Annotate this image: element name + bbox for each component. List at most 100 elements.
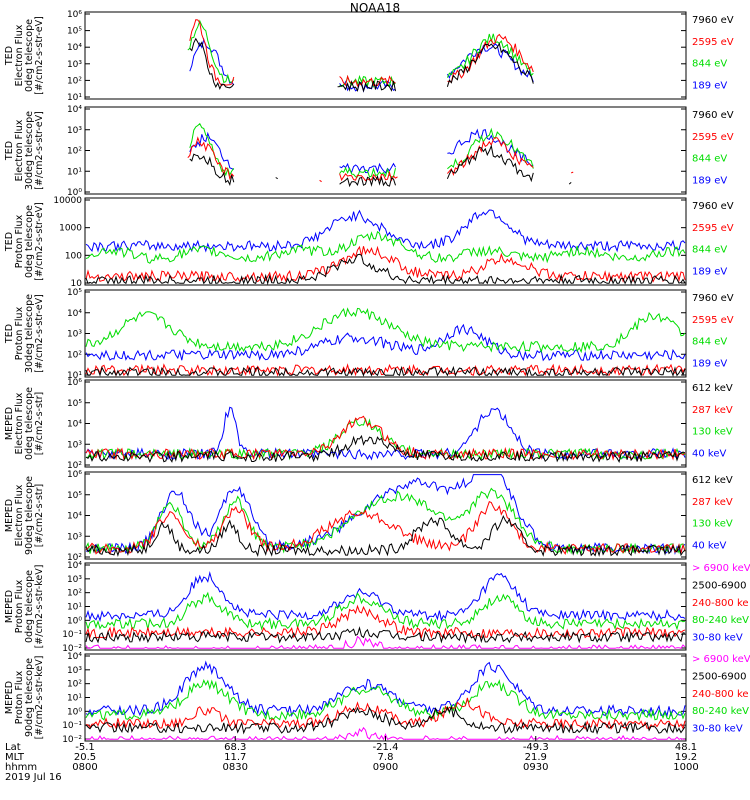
legend-entry: 2500-6900 (692, 671, 747, 682)
legend-entry: 7960 eV (692, 293, 734, 304)
legend-entry: 7960 eV (692, 201, 734, 212)
y-tick-label: 10³ (67, 330, 82, 340)
panel-7: 10⁻² 10⁻¹ 10⁰ 10¹ 10² 10³ 10⁴ MEPED Proton Flux 0… (4, 561, 750, 654)
x-tick-label: 19.2 (675, 752, 697, 763)
legend-entry: 2595 eV (692, 132, 734, 143)
series-trace (85, 705, 686, 735)
y-axis-label-line: Electron Flux (14, 24, 25, 86)
series-trace (85, 245, 686, 284)
y-axis-label-line: TED (4, 232, 15, 252)
y-tick-label: 10⁵ (67, 399, 82, 409)
legend-entry: 189 eV (692, 358, 727, 369)
panel-6: 10² 10³ 10⁴ 10⁵ 10⁶ MEPED Electron Flux 90deg t… (4, 470, 733, 563)
y-axis-label-line: [#/cm2-s-str-eV] (34, 16, 45, 95)
y-axis-label-line: [#/cm2-s-str-eV] (34, 294, 45, 373)
legend-entry: > 6900 keV (692, 563, 750, 574)
series-trace (85, 434, 686, 464)
series-trace (190, 40, 685, 91)
y-tick-label: 100 (65, 251, 82, 261)
y-axis-label-line: Proton Flux (14, 579, 25, 633)
y-tick-label: 10² (67, 553, 82, 563)
y-axis-label-line: TED (4, 324, 15, 344)
y-tick-label: 10⁴ (67, 652, 82, 662)
y-axis-label-line: MEPED (4, 681, 15, 714)
y-tick-label: 10³ (67, 532, 82, 542)
y-tick-label: 10⁰ (67, 616, 82, 626)
y-tick-label: 1000 (59, 224, 82, 234)
panel-8: 10⁻² 10⁻¹ 10⁰ 10¹ 10² 10³ 10⁴ MEPED Proton Flux 9… (4, 652, 750, 745)
y-tick-label: 10¹ (67, 93, 82, 103)
x-row-name: Lat (5, 742, 21, 753)
series-trace (188, 21, 635, 87)
y-tick-label: 10³ (67, 575, 82, 585)
series-trace (190, 124, 593, 177)
x-tick-label: 68.3 (224, 742, 246, 753)
panel-5: 10² 10³ 10⁴ 10⁵ 10⁶ MEPED Electron Flux 0deg te… (4, 378, 733, 471)
legend-entry: 612 keV (692, 383, 733, 394)
legend-entry: 2500-6900 (692, 580, 747, 591)
x-tick-label: 0800 (72, 762, 97, 773)
panel-frame (84, 289, 687, 378)
legend-entry: 844 eV (692, 154, 727, 165)
y-tick-label: 10⁵ (67, 27, 82, 37)
legend-entry: 189 eV (692, 175, 727, 186)
y-tick-label: 10⁰ (67, 707, 82, 717)
y-tick-label: 10⁶ (67, 470, 82, 480)
y-axis-label-line: MEPED (4, 590, 15, 623)
y-axis-label-line: [#/cm2-s-str-eV] (34, 202, 45, 281)
series-trace (85, 514, 686, 558)
legend-entry: 844 eV (692, 245, 727, 256)
panel-1: 10¹ 10² 10³ 10⁴ 10⁵ 10⁶ TED Electron Flux 0deg t… (4, 10, 734, 103)
y-tick-label: 10¹ (67, 603, 82, 613)
x-tick-label: 11.7 (224, 752, 246, 763)
panel-4: 10¹ 10² 10³ 10⁴ 10⁵ TED Proton Flux 30deg teles… (4, 288, 734, 381)
y-tick-label: 10⁻² (62, 735, 82, 745)
x-tick-label: 0930 (523, 762, 548, 773)
y-axis-label-line: 30deg telescope (24, 111, 35, 190)
series-trace (85, 679, 686, 722)
y-axis-label-line: 0deg telescope (24, 19, 35, 92)
y-tick-label: 10⁻² (62, 644, 82, 654)
panel-2: 10⁰ 10¹ 10² 10³ 10⁴ TED Electron Flux 30deg tel… (4, 105, 734, 198)
series-trace (85, 323, 686, 362)
legend-entry: 40 keV (692, 540, 726, 551)
series-trace (85, 697, 686, 730)
x-tick-label: 1000 (673, 762, 698, 773)
series-trace (190, 39, 631, 91)
panel-frame (84, 106, 687, 195)
legend-entry: 30-80 keV (692, 633, 743, 644)
legend-entry: 130 keV (692, 519, 733, 530)
x-tick-label: -21.4 (373, 742, 399, 753)
legend-entry: 612 keV (692, 475, 733, 486)
y-tick-label: 10⁴ (67, 309, 82, 319)
y-tick-label: 10¹ (67, 167, 82, 177)
series-trace (190, 20, 673, 86)
y-axis-label-line: [#/cm2-s-str] (34, 484, 45, 547)
legend-entry: 7960 eV (692, 15, 734, 26)
x-tick-label: 7.8 (378, 752, 394, 763)
series-trace (85, 635, 686, 650)
series-trace (85, 415, 686, 461)
x-row-name: hhmm (5, 762, 37, 773)
y-tick-label: 10¹ (67, 371, 82, 381)
y-axis-label-line: 0deg telescope (24, 205, 35, 278)
y-tick-label: 10² (67, 147, 82, 157)
y-tick-label: 10⁵ (67, 491, 82, 501)
series-trace (190, 146, 685, 186)
legend-entry: 40 keV (692, 448, 726, 459)
y-tick-label: 10⁶ (67, 378, 82, 388)
legend-entry: 80-240 keV (692, 615, 749, 626)
legend-entry: 30-80 keV (692, 724, 743, 735)
series-trace (85, 591, 686, 631)
y-axis-label-line: [#/cm2-s-str-keV] (34, 656, 45, 740)
y-axis-label-line: 90deg telescope (24, 658, 35, 737)
panel-frame (84, 197, 687, 286)
x-tick-label: -5.1 (75, 742, 95, 753)
y-tick-label: 10⁻¹ (62, 630, 82, 640)
series-trace (85, 363, 686, 377)
series-trace (85, 571, 686, 623)
legend-entry: 240-800 ke (692, 598, 749, 609)
legend-entry: 189 eV (692, 266, 727, 277)
y-axis-label-line: 0deg telescope (24, 570, 35, 643)
